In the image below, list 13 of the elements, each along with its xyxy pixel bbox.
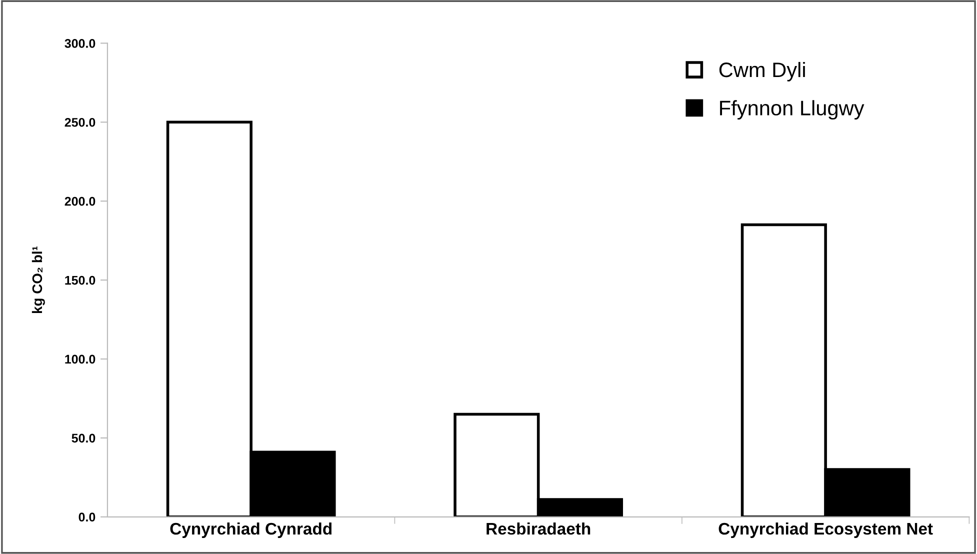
x-tick-label: Cynyrchiad Ecosystem Net: [718, 522, 933, 538]
y-tick-label: 150.0: [65, 276, 96, 285]
y-tick-label: 200.0: [64, 196, 96, 206]
legend-label: Ffynnon Llugwy: [720, 100, 864, 120]
y-tick-label: 100.0: [65, 354, 96, 364]
x-tick-label: Resbiradaeth: [486, 522, 590, 535]
legend-label: Cwm Dyli: [719, 62, 805, 82]
y-tick-label: 50.0: [72, 434, 96, 443]
x-tick-label: Cynyrchiad Cynradd: [170, 522, 332, 538]
y-tick-label: 250.0: [64, 118, 96, 127]
y-axis-title: kg CO₂ bl¹: [32, 246, 45, 314]
y-tick-label: 0.0: [78, 512, 96, 522]
y-tick-label: 300.0: [64, 39, 96, 48]
